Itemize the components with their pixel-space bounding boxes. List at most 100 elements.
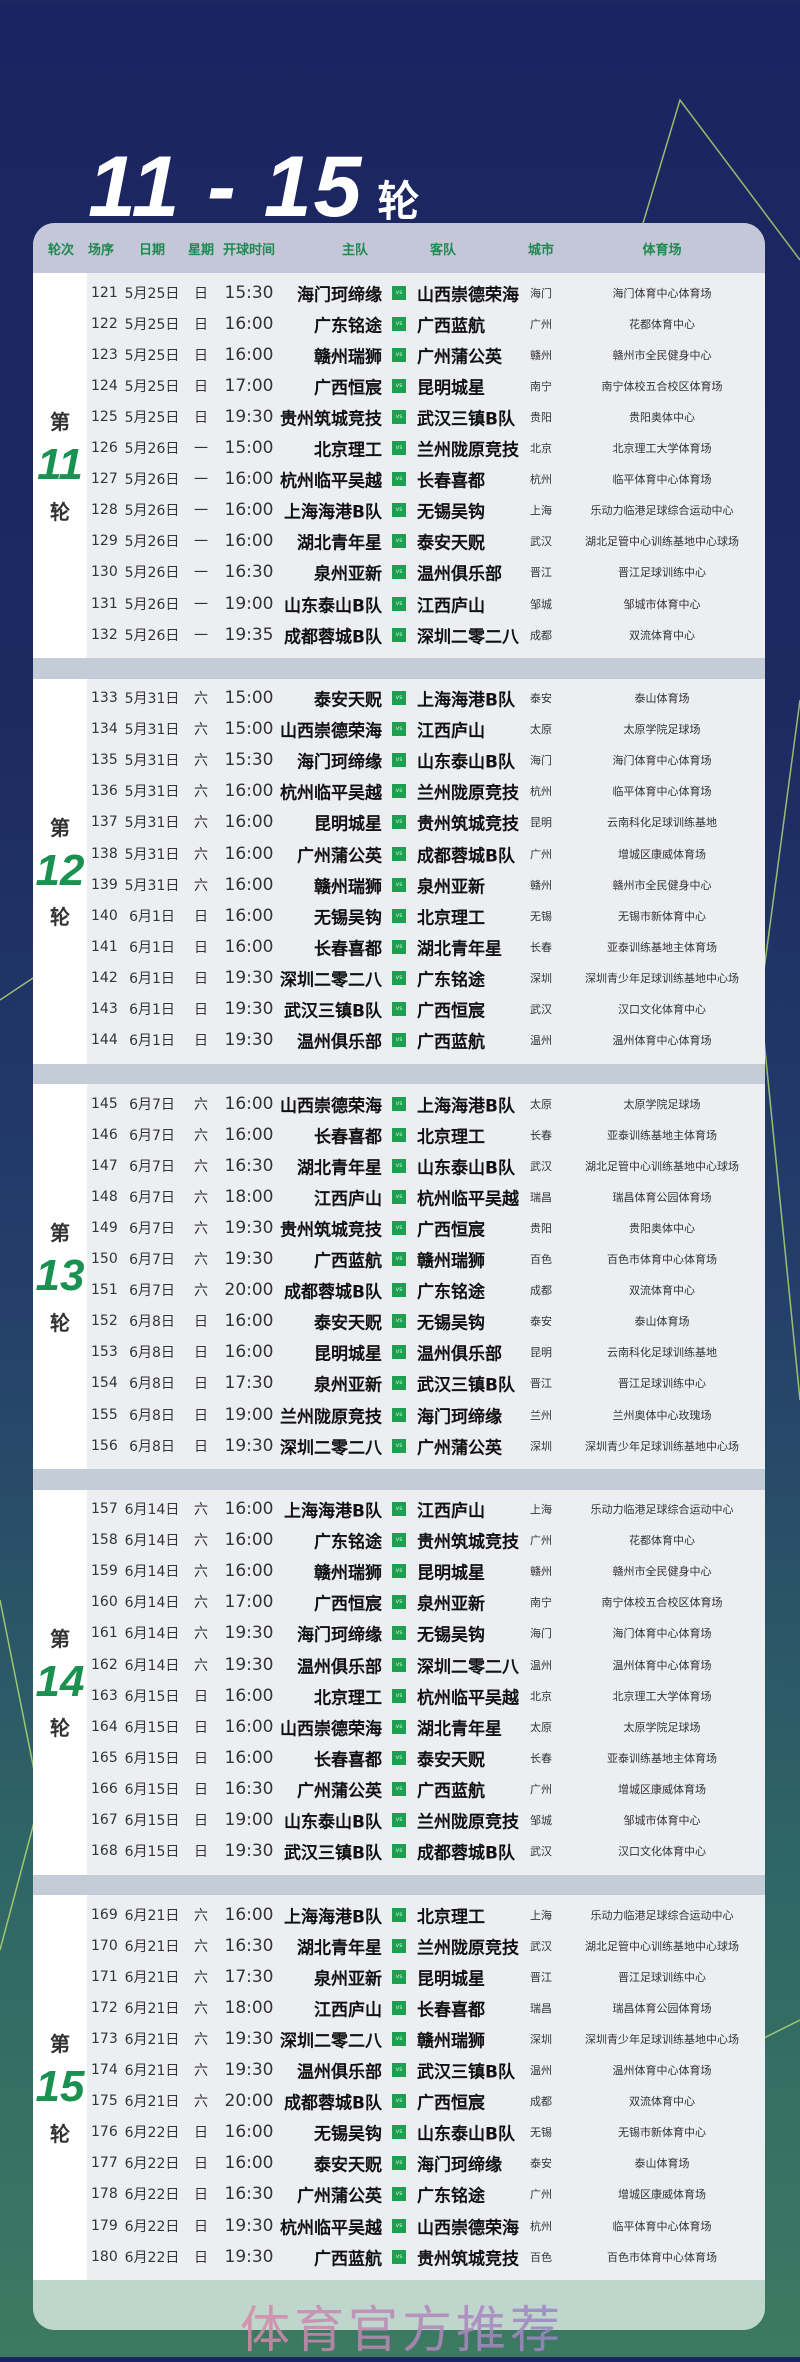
match-no: 165 xyxy=(91,1749,118,1766)
round-prefix: 第 xyxy=(50,1626,70,1651)
away-team: 贵州筑城竞技 xyxy=(417,814,519,835)
city: 泰安 xyxy=(530,1315,552,1329)
kickoff-time: 20:00 xyxy=(224,1280,274,1301)
home-team: 广州蒲公英 xyxy=(297,846,382,867)
away-team: 贵州筑城竞技 xyxy=(417,2249,519,2270)
card-footer xyxy=(33,2280,765,2330)
table-row: 132 5月26日一 19:35 成都蓉城B队 vs 深圳二零二八 成都 双流体育中心 xyxy=(33,619,765,650)
kickoff-time: 16:00 xyxy=(224,1124,274,1145)
city: 昆明 xyxy=(530,1346,552,1360)
kickoff-time: 18:00 xyxy=(224,1997,274,2018)
kickoff-time: 16:00 xyxy=(224,936,274,957)
away-team: 广西恒宸 xyxy=(417,1220,485,1241)
stadium: 深圳青少年足球训练基地中心场 xyxy=(585,1439,739,1453)
city: 百色 xyxy=(530,1253,552,1267)
kickoff-time: 16:00 xyxy=(224,313,274,334)
vs-badge: vs xyxy=(392,1407,406,1422)
stadium: 海门体育中心体育场 xyxy=(612,754,712,768)
stadium: 百色市体育中心体育场 xyxy=(607,2250,717,2264)
match-date: 6月21日 xyxy=(124,1907,180,1924)
weekday: 六 xyxy=(194,722,208,739)
weekday: 六 xyxy=(194,1158,208,1175)
city: 晋江 xyxy=(530,566,552,580)
weekday: 六 xyxy=(194,1127,208,1144)
match-no: 148 xyxy=(91,1188,118,1205)
table-row: 156 6月8日 日 19:30 深圳二零二八 vs 广州蒲公英 深圳 深圳青少年足球训练基地中… xyxy=(33,1430,765,1461)
kickoff-time: 19:00 xyxy=(224,1404,274,1425)
weekday: 一 xyxy=(194,565,208,582)
table-row: 131 5月26日一 19:00 山东泰山B队 vs 江西庐山 邹城 邹城市体育中心 xyxy=(33,588,765,619)
vs-badge: vs xyxy=(392,815,406,830)
city: 瑞昌 xyxy=(530,2001,552,2015)
home-team: 赣州瑞狮 xyxy=(314,877,382,898)
match-no: 172 xyxy=(91,1999,118,2016)
home-team: 泰安天贶 xyxy=(314,1313,382,1334)
match-no: 122 xyxy=(91,315,118,332)
home-team: 成都蓉城B队 xyxy=(284,627,382,648)
table-row: 130 5月26日一 16:30 泉州亚新 vs 温州俱乐部 晋江 晋江足球训练中心 xyxy=(33,557,765,588)
away-team: 山西崇德荣海 xyxy=(417,2218,519,2239)
stadium: 温州体育中心体育场 xyxy=(612,2064,712,2078)
vs-badge: vs xyxy=(392,1781,406,1796)
kickoff-time: 19:30 xyxy=(224,1654,274,1675)
away-team: 昆明城星 xyxy=(417,1969,485,1990)
weekday: 六 xyxy=(194,1564,208,1581)
kickoff-time: 15:00 xyxy=(224,688,274,709)
city: 太原 xyxy=(530,1720,552,1734)
match-date: 5月31日 xyxy=(124,877,180,894)
table-row: 141 6月1日 日 16:00 长春喜都 vs 湖北青年星 长春 亚泰训练基地主体育场 xyxy=(33,931,765,962)
kickoff-time: 16:00 xyxy=(224,1904,274,1925)
table-row: 151 6月7日 六 20:00 成都蓉城B队 vs 广东铭途 成都 双流体育中心 xyxy=(33,1275,765,1306)
match-no: 126 xyxy=(91,440,118,457)
kickoff-time: 16:00 xyxy=(224,1716,274,1737)
table-row: 137 5月31日六 16:00 昆明城星 vs 贵州筑城竞技 昆明 云南科化足球训练基地 xyxy=(33,807,765,838)
table-row: 171 6月21日六 17:30 泉州亚新 vs 昆明城星 晋江 晋江足球训练中心 xyxy=(33,1961,765,1992)
kickoff-time: 19:30 xyxy=(224,1623,274,1644)
kickoff-time: 19:30 xyxy=(224,1217,274,1238)
stadium: 亚泰训练基地主体育场 xyxy=(607,1751,717,1765)
home-team: 温州俱乐部 xyxy=(297,2062,382,2083)
match-date: 6月7日 xyxy=(129,1096,175,1113)
table-row: 123 5月25日日 16:00 赣州瑞狮 vs 广州蒲公英 赣州 赣州市全民健身中心 xyxy=(33,339,765,370)
home-team: 深圳二零二八 xyxy=(280,2031,382,2052)
away-team: 温州俱乐部 xyxy=(417,564,502,585)
home-team: 武汉三镇B队 xyxy=(284,1843,382,1864)
match-date: 6月1日 xyxy=(129,908,175,925)
match-no: 176 xyxy=(91,2124,118,2141)
weekday: 日 xyxy=(194,1781,208,1798)
match-no: 146 xyxy=(91,1126,118,1143)
home-team: 泰安天贶 xyxy=(314,2155,382,2176)
table-row: 149 6月7日 六 19:30 贵州筑城竞技 vs 广西恒宸 贵阳 贵阳奥体中心 xyxy=(33,1212,765,1243)
stadium: 邹城市体育中心 xyxy=(623,597,701,611)
round-label: 第 12 轮 xyxy=(33,678,87,1064)
home-team: 成都蓉城B队 xyxy=(284,2093,382,2114)
match-no: 123 xyxy=(91,346,118,363)
stadium: 双流体育中心 xyxy=(629,628,695,642)
stadium: 增城区康威体育场 xyxy=(618,2188,706,2202)
city: 深圳 xyxy=(530,2032,552,2046)
away-team: 无锡吴钩 xyxy=(417,502,485,523)
table-row: 176 6月22日日 16:00 无锡吴钩 vs 山东泰山B队 无锡 无锡市新体育中心 xyxy=(33,2117,765,2148)
kickoff-time: 16:00 xyxy=(224,812,274,833)
match-no: 145 xyxy=(91,1095,118,1112)
away-team: 泉州亚新 xyxy=(417,877,485,898)
round-suffix: 轮 xyxy=(50,1310,70,1335)
vs-badge: vs xyxy=(392,1127,406,1142)
match-date: 5月31日 xyxy=(124,784,180,801)
match-no: 134 xyxy=(91,721,118,738)
table-row: 178 6月22日日 16:30 广州蒲公英 vs 广东铭途 广州 增城区康威体育场 xyxy=(33,2179,765,2210)
home-team: 湖北青年星 xyxy=(297,1158,382,1179)
stadium: 太原学院足球场 xyxy=(623,723,701,737)
home-team: 山西崇德荣海 xyxy=(280,1719,382,1740)
table-row: 172 6月21日六 18:00 江西庐山 vs 长春喜都 瑞昌 瑞昌体育公园体育场 xyxy=(33,1992,765,2023)
stadium: 贵阳奥体中心 xyxy=(629,410,695,424)
away-team: 湖北青年星 xyxy=(417,939,502,960)
match-date: 6月15日 xyxy=(124,1719,180,1736)
vs-badge: vs xyxy=(392,2218,406,2233)
vs-badge: vs xyxy=(392,596,406,611)
vs-badge: vs xyxy=(392,908,406,923)
kickoff-time: 19:30 xyxy=(224,967,274,988)
home-team: 深圳二零二八 xyxy=(280,970,382,991)
match-date: 5月25日 xyxy=(124,285,180,302)
match-no: 135 xyxy=(91,752,118,769)
